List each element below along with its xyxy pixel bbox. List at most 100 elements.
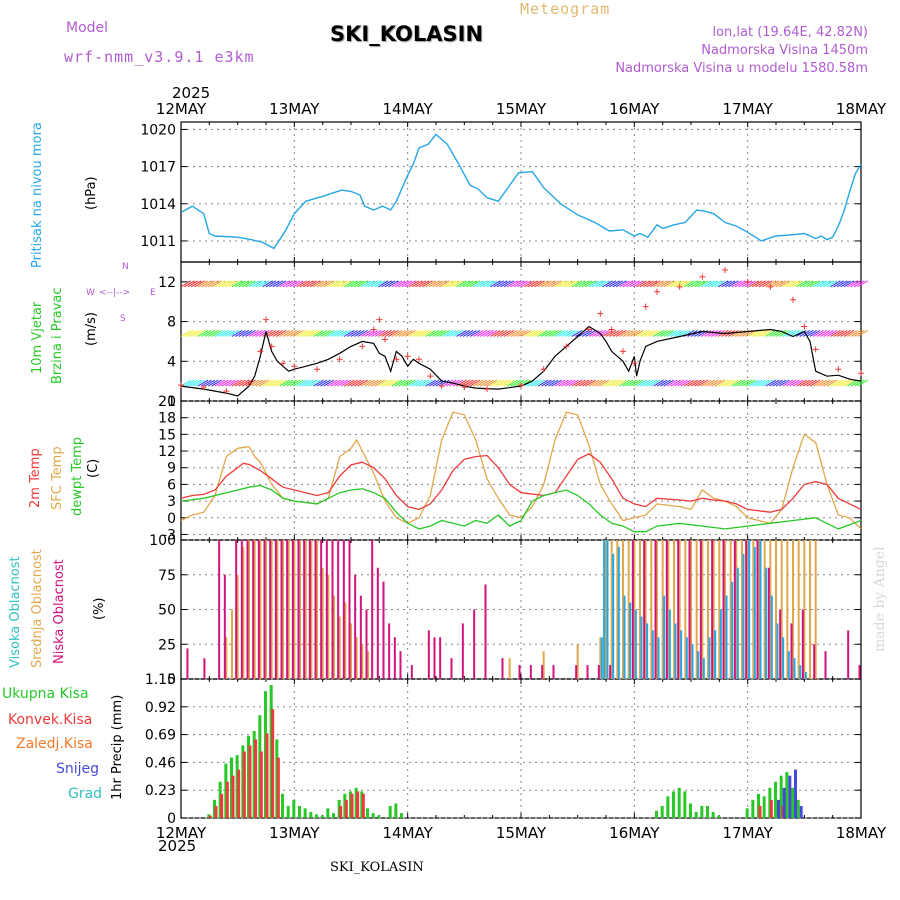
wind-direction-barb [830, 379, 841, 387]
wind-direction-barb [483, 330, 494, 337]
total-rain-bar [672, 791, 675, 818]
wind-direction-barb [632, 280, 644, 288]
wind-direction-barb [792, 379, 804, 387]
x-tick-label-top: 15MAY [496, 100, 547, 118]
wind-direction-barb [646, 379, 658, 387]
wind-direction-barb [734, 280, 746, 288]
y-tick-label-temperature: 3 [167, 494, 176, 510]
wind-direction-barb [377, 379, 389, 387]
wind-direction-barb [197, 280, 209, 288]
wind-direction-barb [666, 379, 678, 387]
wind-direction-barb [626, 330, 637, 337]
wind-direction-barb [184, 330, 195, 337]
wind-direction-barb [245, 330, 256, 337]
convective-rain-bar [769, 799, 773, 818]
wind-direction-barb [323, 280, 335, 288]
wind-direction-barb [354, 280, 365, 288]
wind-direction-barb [762, 330, 773, 337]
precip-unit: 1hr Precip (mm) [110, 694, 125, 800]
wind-direction-barb [673, 330, 685, 337]
y-tick-label-temperature: 0 [167, 511, 176, 527]
wind-direction-barb [347, 330, 358, 337]
wind-direction-barb [462, 280, 474, 288]
wind-direction-barb [292, 330, 304, 337]
wind-direction-barb [282, 379, 294, 387]
y-tick-label-temperature: 18 [158, 411, 176, 427]
wind-direction-barb [677, 330, 688, 337]
wind-direction-barb [816, 330, 828, 337]
wind-direction-barb [598, 330, 610, 337]
total-rain-bar [751, 799, 755, 818]
wind-direction-barb [619, 280, 630, 288]
wind-direction-barb [768, 330, 780, 337]
total-rain-bar [281, 793, 284, 818]
y-tick-label-wind: 4 [167, 354, 176, 370]
wind-direction-barb [507, 379, 518, 387]
y-tick-label-clouds: 25 [158, 637, 176, 653]
wind-direction-barb [649, 280, 661, 288]
wind-direction-barb [357, 330, 369, 337]
wind-direction-barb [432, 330, 443, 337]
wind-direction-barb [717, 280, 729, 288]
wind-direction-barb [595, 379, 607, 387]
wind-direction-barb [231, 280, 243, 288]
y-tick-label-pressure: 1020 [140, 122, 176, 138]
wind-direction-barb [568, 379, 579, 387]
wind-direction-barb [663, 379, 675, 387]
convective-rain-bar [356, 791, 360, 818]
wind-direction-barb [360, 330, 372, 337]
wind-direction-barb [473, 330, 484, 337]
wind-direction-barb [228, 330, 239, 337]
wind-direction-barb [218, 379, 229, 387]
total-rain-bar [785, 772, 789, 818]
wind-direction-barb [262, 379, 273, 387]
wind-direction-barb [323, 330, 335, 337]
convective-rain-bar [225, 781, 229, 818]
wind-direction-barb [734, 379, 746, 387]
wind-direction-barb [272, 379, 284, 387]
wind-direction-barb [806, 379, 817, 387]
wind-direction-barb [374, 330, 386, 337]
wind-gust-marker [699, 273, 706, 280]
wind-direction-barb [486, 330, 498, 337]
total-rain-bar [400, 813, 403, 818]
wind-direction-barb [802, 280, 814, 288]
wind-gust-marker [263, 316, 269, 323]
wind-direction-barb [677, 379, 688, 387]
wind-direction-barb [622, 330, 634, 337]
wind-gust-marker [314, 366, 320, 373]
wind-direction-barb [575, 379, 586, 387]
wind-direction-barb [704, 280, 715, 288]
wind-direction-barb [758, 280, 770, 288]
wind-direction-barb [299, 330, 311, 337]
wind-direction-barb [568, 280, 579, 288]
wind-direction-barb [694, 280, 705, 288]
wind-direction-barb [595, 280, 607, 288]
wind-direction-barb [626, 280, 637, 288]
y-tick-label-pressure: 1014 [140, 197, 176, 213]
wind-direction-barb [639, 280, 651, 288]
y-tick-label-precip: 0.92 [145, 700, 176, 716]
wind-direction-barb [367, 379, 379, 387]
wind-gust-marker [370, 326, 377, 333]
wind-direction-barb [779, 280, 790, 288]
wind-direction-barb [309, 280, 321, 288]
wind-direction-barb [789, 280, 800, 288]
wind-gust-marker [676, 283, 683, 290]
wind-direction-barb [748, 330, 760, 337]
wind-direction-barb [415, 330, 426, 337]
wind-direction-barb [687, 280, 698, 288]
wind-direction-barb [775, 280, 787, 288]
wind-direction-barb [252, 379, 263, 387]
wind-direction-barb [554, 379, 566, 387]
wind-direction-barb [513, 330, 525, 337]
wind-direction-barb [425, 330, 437, 337]
wind-direction-barb [221, 280, 233, 288]
wind-direction-barb [840, 379, 851, 387]
wind-direction-barb [581, 379, 593, 387]
wind-direction-barb [677, 280, 688, 288]
wind-direction-barb [728, 280, 739, 288]
credit-text: made by Angel [872, 546, 888, 653]
wind-direction-barb [721, 280, 732, 288]
wind-direction-barb [272, 280, 284, 288]
